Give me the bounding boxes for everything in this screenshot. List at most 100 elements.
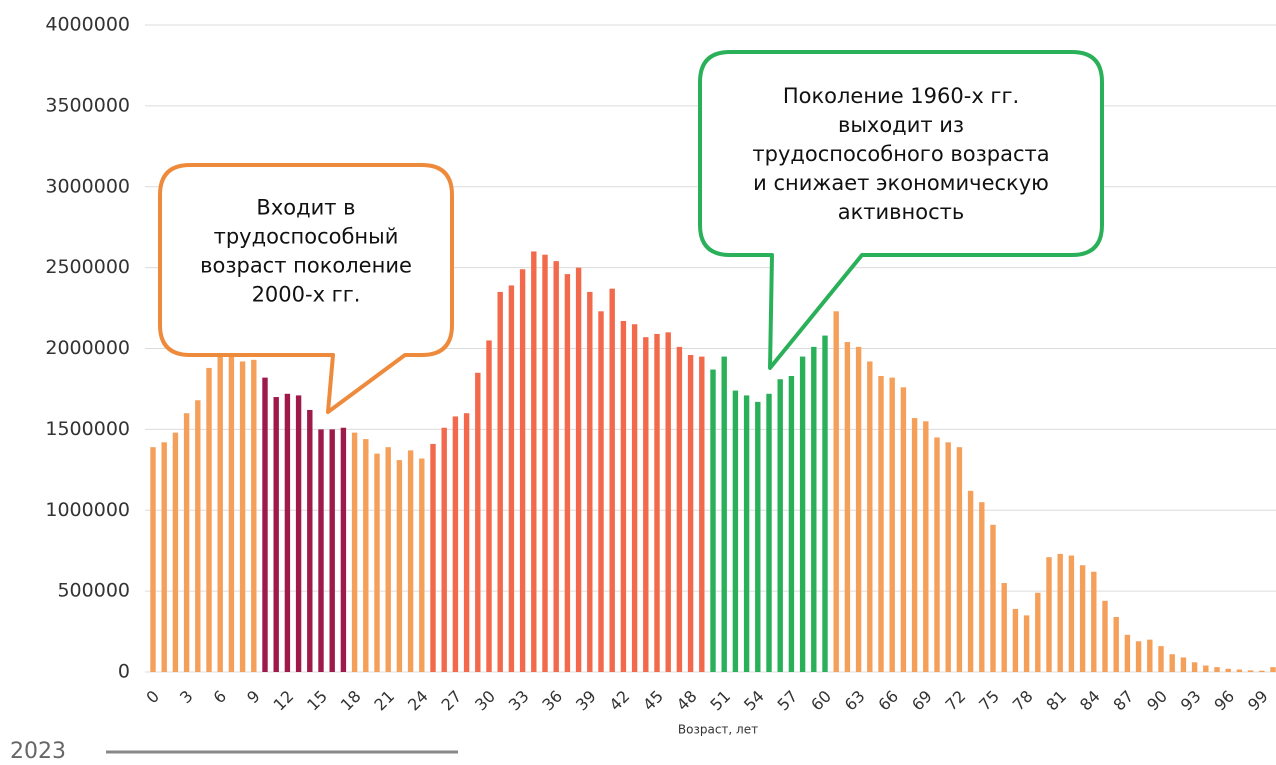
- y-tick-label: 2500000: [45, 256, 130, 278]
- x-tick-label: 84: [1076, 687, 1104, 715]
- bar: [318, 429, 324, 672]
- bar: [889, 377, 895, 672]
- bar: [351, 432, 358, 672]
- bar: [396, 460, 403, 672]
- bar: [1079, 565, 1086, 672]
- bar: [1091, 571, 1097, 672]
- bar: [643, 337, 649, 672]
- bar: [732, 390, 739, 672]
- callout-text: возраст поколение: [200, 254, 412, 278]
- bar: [1214, 667, 1220, 672]
- bar: [340, 427, 347, 672]
- x-tick-label: 69: [908, 687, 936, 715]
- bar: [475, 372, 481, 672]
- bar: [195, 400, 201, 672]
- bar: [699, 356, 705, 672]
- x-tick-label: 0: [142, 687, 163, 708]
- bar: [799, 356, 806, 672]
- bar: [923, 421, 929, 672]
- bar: [329, 429, 335, 672]
- bar: [363, 439, 369, 672]
- x-tick-label: 78: [1009, 687, 1037, 715]
- bar: [172, 432, 179, 672]
- x-tick-label: 15: [303, 687, 331, 715]
- bar: [755, 401, 761, 672]
- x-tick-label: 24: [404, 687, 432, 715]
- callout-text: Поколение 1960-х гг.: [783, 84, 1019, 108]
- bar: [990, 524, 996, 672]
- x-tick-label: 72: [942, 687, 970, 715]
- bar: [654, 333, 660, 672]
- bar: [945, 442, 951, 672]
- bar: [1012, 608, 1019, 672]
- x-tick-label: 18: [337, 687, 365, 715]
- bar: [620, 321, 627, 672]
- bar: [598, 311, 604, 672]
- bar: [967, 490, 974, 672]
- bar: [183, 413, 190, 672]
- bar: [273, 397, 279, 672]
- bar: [1180, 657, 1187, 672]
- x-tick-label: 81: [1042, 687, 1070, 715]
- callout-text: активность: [838, 200, 965, 224]
- bar: [542, 254, 548, 672]
- bar: [1147, 639, 1153, 672]
- y-tick-label: 3000000: [45, 175, 130, 197]
- x-tick-label: 30: [471, 687, 499, 715]
- bar: [956, 447, 963, 672]
- y-tick-label: 0: [118, 661, 130, 683]
- bar: [1057, 553, 1063, 672]
- bar: [833, 311, 839, 672]
- bar: [295, 395, 302, 672]
- callout: [158, 163, 454, 414]
- bar: [631, 324, 638, 672]
- callout: [698, 50, 1104, 370]
- y-tick-label: 2000000: [45, 337, 130, 359]
- bar: [979, 502, 985, 672]
- x-tick-label: 12: [270, 687, 298, 715]
- y-tick-label: 4000000: [45, 14, 130, 36]
- bar: [1225, 668, 1231, 672]
- bar: [385, 447, 391, 672]
- bar: [676, 346, 683, 672]
- bar: [239, 361, 246, 672]
- footnote: 2023: [10, 739, 66, 764]
- bar: [1068, 555, 1075, 672]
- x-tick-label: 93: [1177, 687, 1205, 715]
- bar: [1135, 641, 1142, 672]
- bar: [587, 291, 593, 672]
- bar: [1035, 592, 1041, 672]
- bar: [609, 288, 615, 672]
- bar: [407, 450, 414, 672]
- bar: [508, 285, 515, 672]
- bar: [497, 291, 503, 672]
- callout-text: выходит из: [838, 113, 964, 137]
- x-tick-label: 33: [505, 687, 533, 715]
- bar: [1001, 583, 1007, 672]
- bar: [564, 274, 571, 672]
- bar: [575, 267, 582, 672]
- bar: [811, 346, 817, 672]
- x-tick-label: 9: [243, 687, 264, 708]
- bar: [452, 416, 459, 672]
- callout-text: трудоспособного возраста: [752, 142, 1049, 166]
- callout-text: 2000-х гг.: [252, 283, 361, 307]
- x-tick-label: 21: [370, 687, 398, 715]
- x-tick-label: 48: [673, 687, 701, 715]
- y-tick-label: 1500000: [45, 418, 130, 440]
- x-tick-label: 57: [774, 687, 802, 715]
- bar: [867, 361, 873, 672]
- bar: [687, 354, 694, 672]
- x-tick-label: 42: [606, 687, 634, 715]
- x-axis-label: Возраст, лет: [678, 723, 758, 737]
- bar: [788, 375, 795, 672]
- bar: [307, 409, 313, 672]
- x-tick-label: 87: [1110, 687, 1138, 715]
- bar: [900, 387, 907, 672]
- x-tick-label: 90: [1143, 687, 1171, 715]
- x-tick-label: 3: [176, 687, 197, 708]
- bar: [1158, 646, 1164, 672]
- x-tick-label: 99: [1244, 687, 1272, 715]
- bar: [1236, 669, 1243, 672]
